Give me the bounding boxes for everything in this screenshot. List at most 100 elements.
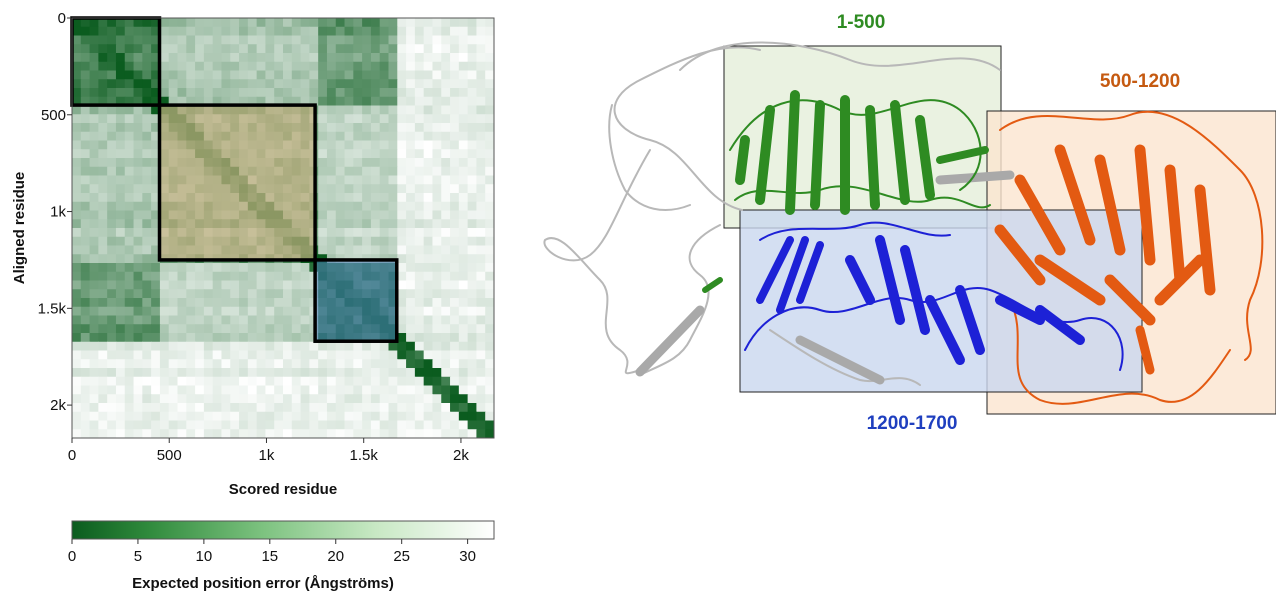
heatmap-cell — [265, 359, 275, 369]
heatmap-cell — [177, 26, 187, 37]
heatmap-cell — [318, 394, 328, 404]
heatmap-cell — [142, 201, 152, 212]
heatmap-cell — [124, 341, 135, 352]
heatmap-cell — [300, 359, 310, 369]
heatmap-cell — [432, 376, 442, 387]
heatmap-cell — [159, 96, 170, 107]
heatmap-cell — [203, 298, 214, 308]
heatmap-cell — [423, 315, 434, 325]
heatmap-cell — [406, 96, 416, 107]
heatmap-cell — [388, 149, 398, 159]
heatmap-cell — [370, 219, 381, 229]
heatmap-cell — [203, 70, 214, 80]
heatmap-cell — [476, 175, 486, 185]
heatmap-cell — [432, 201, 442, 212]
heatmap-cell — [283, 18, 293, 28]
heatmap-cell — [133, 411, 143, 422]
heatmap-cell — [115, 324, 126, 334]
heatmap-cell — [89, 149, 99, 159]
heatmap-cell — [379, 61, 390, 72]
colorbar-tick-label: 10 — [196, 548, 213, 565]
heatmap-cell — [195, 376, 205, 387]
heatmap-cell — [221, 271, 231, 282]
heatmap-cell — [221, 289, 231, 299]
heatmap-cell — [370, 394, 381, 404]
heatmap-cell — [177, 53, 187, 63]
heatmap-cell — [115, 263, 126, 273]
heatmap-cell — [151, 263, 161, 273]
heatmap-cell — [423, 70, 434, 80]
heatmap-cell — [414, 149, 425, 159]
heatmap-cell — [195, 368, 205, 378]
heatmap-cell — [379, 123, 390, 133]
heatmap-cell — [467, 429, 478, 438]
heatmap-cell — [151, 306, 161, 317]
heatmap-cell — [72, 289, 82, 299]
heatmap-cell — [353, 149, 363, 159]
heatmap-cell — [300, 429, 310, 438]
heatmap-cell — [406, 35, 416, 45]
heatmap-cell — [115, 333, 126, 343]
heatmap-cell — [115, 394, 126, 404]
heatmap-cell — [72, 359, 82, 369]
heatmap-cell — [142, 35, 152, 45]
heatmap-cell — [326, 411, 337, 422]
heatmap-cell — [318, 350, 328, 360]
heatmap-cell — [256, 35, 267, 45]
heatmap-cell — [177, 35, 187, 45]
heatmap-cell — [80, 271, 91, 282]
heatmap-cell — [353, 105, 363, 115]
heatmap-cell — [256, 298, 267, 308]
heatmap-cell — [124, 306, 135, 317]
heatmap-cell — [423, 245, 434, 255]
heatmap-cell — [159, 385, 170, 395]
heatmap-cell — [98, 166, 108, 177]
heatmap-cell — [239, 411, 249, 422]
heatmap-cell — [89, 44, 99, 54]
heatmap-cell — [133, 184, 143, 194]
heatmap-cell — [432, 219, 442, 229]
heatmap-cell — [406, 158, 416, 168]
heatmap-cell — [423, 131, 434, 142]
heatmap-cell — [89, 70, 99, 80]
heatmap-cell — [441, 35, 451, 45]
heatmap-cell — [370, 245, 381, 255]
heatmap-cell — [397, 184, 407, 194]
heatmap-cell — [414, 228, 425, 238]
heatmap-cell — [212, 18, 223, 28]
heatmap-cell — [406, 341, 416, 352]
heatmap-cell — [80, 368, 91, 378]
heatmap-cell — [335, 123, 346, 133]
heatmap-cell — [168, 324, 179, 334]
heatmap-cell — [397, 131, 407, 142]
heatmap-cell — [265, 333, 275, 343]
heatmap-cell — [441, 123, 451, 133]
heatmap-cell — [151, 18, 161, 28]
heatmap-cell — [221, 61, 231, 72]
heatmap-cell — [423, 333, 434, 343]
heatmap-cell — [283, 411, 293, 422]
heatmap-cell — [450, 79, 460, 89]
heatmap-cell — [159, 376, 170, 387]
heatmap-cell — [388, 394, 398, 404]
domain-box-fill — [315, 259, 397, 342]
heatmap-cell — [476, 403, 486, 413]
heatmap-cell — [89, 298, 99, 308]
heatmap-cell — [80, 166, 91, 177]
heatmap-cell — [142, 341, 152, 352]
heatmap-cell — [221, 411, 231, 422]
heatmap-cell — [485, 341, 494, 352]
heatmap-cell — [467, 236, 478, 247]
heatmap-cell — [159, 35, 170, 45]
heatmap-cell — [362, 193, 372, 203]
heatmap-cell — [370, 166, 381, 177]
heatmap-cell — [326, 61, 337, 72]
heatmap-cell — [388, 44, 398, 54]
heatmap-cell — [151, 341, 161, 352]
heatmap-cell — [274, 403, 284, 413]
heatmap-cell — [432, 158, 442, 168]
heatmap-cell — [476, 35, 486, 45]
heatmap-cell — [406, 210, 416, 220]
heatmap-cell — [72, 420, 82, 430]
heatmap-cell — [414, 385, 425, 395]
